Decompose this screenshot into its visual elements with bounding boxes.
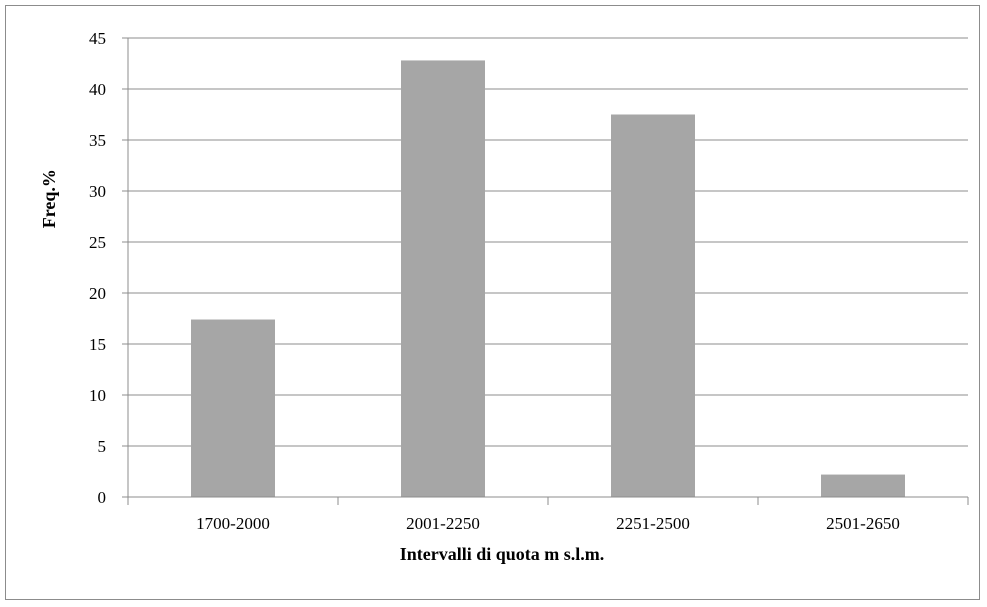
x-tick-label: 2251-2500 xyxy=(616,514,690,533)
y-tick-label: 25 xyxy=(89,233,106,252)
y-tick-labels: 0 5 10 15 20 25 30 35 40 45 xyxy=(89,29,128,507)
y-axis-title: Freq.% xyxy=(39,169,59,228)
y-tick-label: 10 xyxy=(89,386,106,405)
bar-2001-2250 xyxy=(401,60,485,497)
y-tick-label: 30 xyxy=(89,182,106,201)
x-tick-label: 1700-2000 xyxy=(196,514,270,533)
x-tick-labels: 1700-2000 2001-2250 2251-2500 2501-2650 xyxy=(127,497,969,533)
bar-2251-2500 xyxy=(611,114,695,497)
chart-frame xyxy=(5,5,980,600)
y-tick-label: 45 xyxy=(89,29,106,48)
x-tick-label: 2501-2650 xyxy=(826,514,900,533)
y-tick-label: 5 xyxy=(98,437,107,456)
bar-2501-2650 xyxy=(821,474,905,497)
y-tick-label: 0 xyxy=(98,488,107,507)
bar-1700-2000 xyxy=(191,319,275,497)
y-tick-label: 15 xyxy=(89,335,106,354)
x-tick-label: 2001-2250 xyxy=(406,514,480,533)
y-tick-label: 40 xyxy=(89,80,106,99)
y-tick-label: 35 xyxy=(89,131,106,150)
bars xyxy=(191,60,905,497)
y-tick-label: 20 xyxy=(89,284,106,303)
x-axis-title: Intervalli di quota m s.l.m. xyxy=(400,544,605,564)
